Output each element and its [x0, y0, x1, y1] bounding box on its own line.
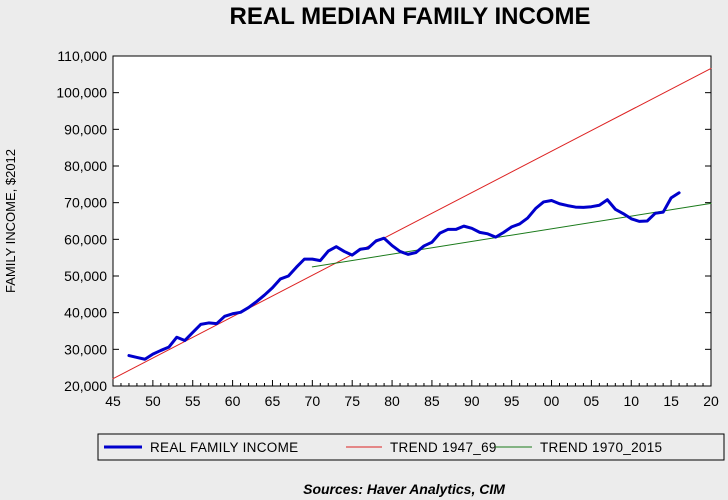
x-tick-label: 00 — [544, 393, 560, 409]
x-tick-label: 55 — [185, 393, 201, 409]
x-tick-label: 65 — [265, 393, 281, 409]
x-tick-label: 70 — [305, 393, 321, 409]
y-tick-label: 40,000 — [64, 305, 107, 321]
x-tick-label: 85 — [424, 393, 440, 409]
y-tick-label: 70,000 — [64, 195, 107, 211]
y-tick-label: 100,000 — [56, 85, 107, 101]
plot-area — [112, 55, 712, 387]
y-tick-label: 110,000 — [57, 48, 107, 64]
x-tick-label: 90 — [464, 393, 480, 409]
series-layer — [112, 67, 712, 380]
legend: REAL FAMILY INCOME TREND 1947_69 TREND 197… — [97, 433, 725, 461]
x-tick-label: 60 — [225, 393, 241, 409]
legend-label-2: TREND 1947_69 — [390, 440, 497, 455]
series-line-2 — [112, 67, 712, 380]
x-tick-label: 95 — [504, 393, 520, 409]
x-tick-label: 45 — [105, 393, 121, 409]
x-tick-label: 05 — [584, 393, 600, 409]
y-tick-label: 90,000 — [64, 121, 107, 137]
y-axis-label: FAMILY INCOME, $2012 — [3, 149, 18, 293]
series-line-1 — [127, 191, 681, 361]
chart-title: REAL MEDIAN FAMILY INCOME — [230, 3, 591, 30]
y-tick-label: 50,000 — [64, 268, 107, 284]
legend-box — [97, 433, 725, 461]
x-tick-label: 10 — [623, 393, 639, 409]
x-tick-label: 20 — [703, 393, 719, 409]
series-line-3 — [311, 202, 712, 268]
source-note: Sources: Haver Analytics, CIM — [303, 481, 505, 497]
y-tick-label: 20,000 — [64, 378, 107, 394]
x-tick-label: 50 — [145, 393, 161, 409]
y-tick-label: 80,000 — [64, 158, 107, 174]
legend-label-1: REAL FAMILY INCOME — [150, 440, 298, 455]
x-tick-label: 80 — [384, 393, 400, 409]
y-tick-label: 60,000 — [64, 231, 107, 247]
x-tick-label: 15 — [663, 393, 679, 409]
x-axis: 45 50 55 60 65 70 75 80 85 90 95 00 05 10 15 20 — [105, 380, 719, 409]
y-axis: 20,000 30,000 40,000 50,000 60,000 70,000 80,0… — [56, 48, 711, 394]
legend-label-3: TREND 1970_2015 — [540, 440, 662, 455]
x-tick-label: 75 — [344, 393, 360, 409]
y-tick-label: 30,000 — [64, 341, 107, 357]
